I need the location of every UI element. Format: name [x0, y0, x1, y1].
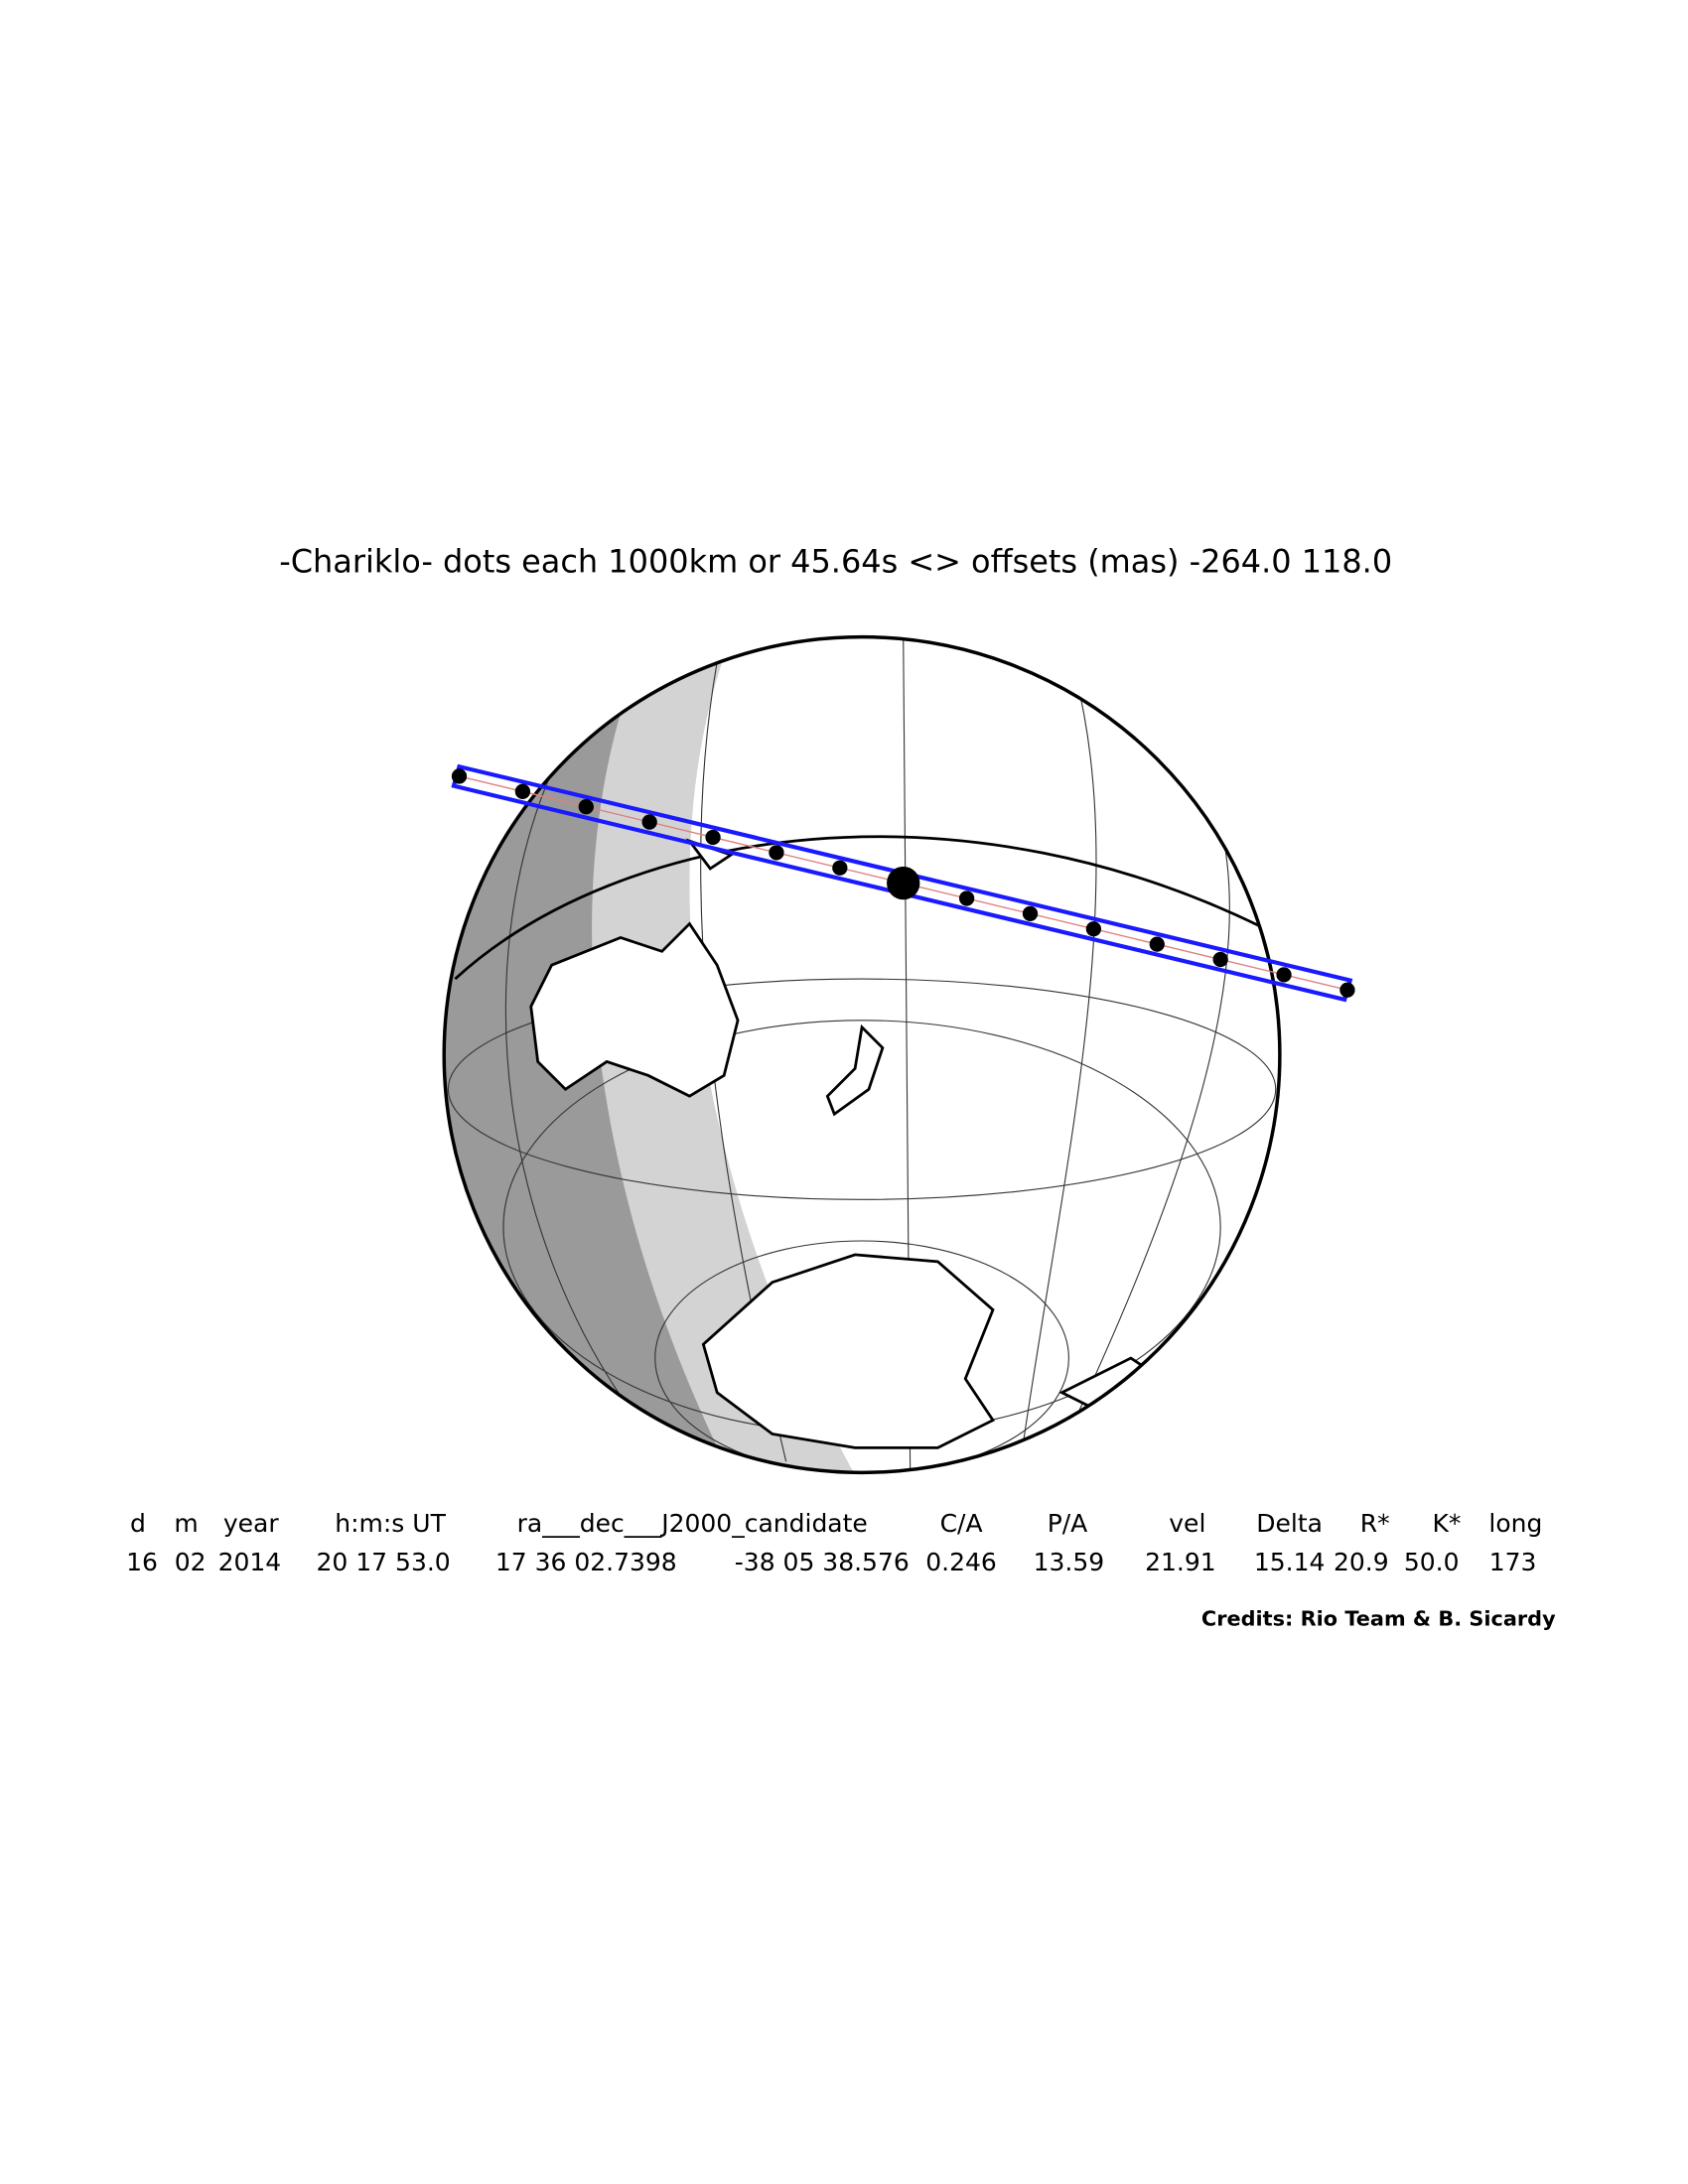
path-dot: [1339, 982, 1355, 998]
path-dot: [705, 829, 721, 846]
cell: -38 05 38.576: [735, 1548, 910, 1576]
path-dot: [641, 814, 657, 830]
shadow-path: [451, 763, 1355, 1003]
cell: 2014: [218, 1548, 282, 1576]
path-dot: [578, 799, 594, 815]
column-header: long: [1488, 1509, 1542, 1538]
path-dot: [958, 890, 975, 906]
column-header: P/A: [1048, 1509, 1088, 1538]
path-dot: [451, 768, 468, 784]
cell: 50.0: [1404, 1548, 1460, 1576]
column-header: K*: [1432, 1509, 1461, 1538]
column-header: d: [130, 1509, 146, 1538]
path-dot: [1149, 936, 1165, 952]
cell: 20.9: [1334, 1548, 1389, 1576]
title: -Chariklo- dots each 1000km or 45.64s <>…: [279, 542, 1392, 580]
column-header: m: [174, 1509, 198, 1538]
cell: 16: [126, 1548, 158, 1576]
column-header: Delta: [1256, 1509, 1323, 1538]
cell: 17 36 02.7398: [495, 1548, 677, 1576]
path-dot: [514, 783, 531, 799]
column-header: year: [223, 1509, 279, 1538]
path-dot: [1276, 967, 1292, 983]
path-dot: [1022, 905, 1039, 921]
path-dot: [1085, 921, 1102, 937]
cell: 13.59: [1034, 1548, 1105, 1576]
path-dot: [887, 866, 920, 900]
cell: 20 17 53.0: [317, 1548, 451, 1576]
column-header: h:m:s UT: [335, 1509, 446, 1538]
column-header: C/A: [940, 1509, 983, 1538]
cell: 15.14: [1254, 1548, 1326, 1576]
path-dot: [832, 860, 848, 876]
cell: 0.246: [925, 1548, 997, 1576]
header-row: d m year h:m:s UT ra___dec___J2000_candi…: [130, 1509, 1542, 1538]
column-header: vel: [1169, 1509, 1205, 1538]
credits: Credits: Rio Team & B. Sicardy: [1201, 1606, 1556, 1630]
path-dot: [769, 845, 784, 861]
globe-outline: [442, 634, 1282, 1475]
value-row: 16 02 2014 20 17 53.0 17 36 02.7398 -38 …: [126, 1548, 1536, 1576]
globe: [444, 636, 1280, 1473]
cell: 02: [175, 1548, 207, 1576]
column-header: R*: [1360, 1509, 1390, 1538]
cell: 173: [1489, 1548, 1537, 1576]
column-header: ra___dec___J2000_candidate: [517, 1509, 868, 1538]
path-dot: [1212, 951, 1228, 968]
cell: 21.91: [1145, 1548, 1216, 1576]
